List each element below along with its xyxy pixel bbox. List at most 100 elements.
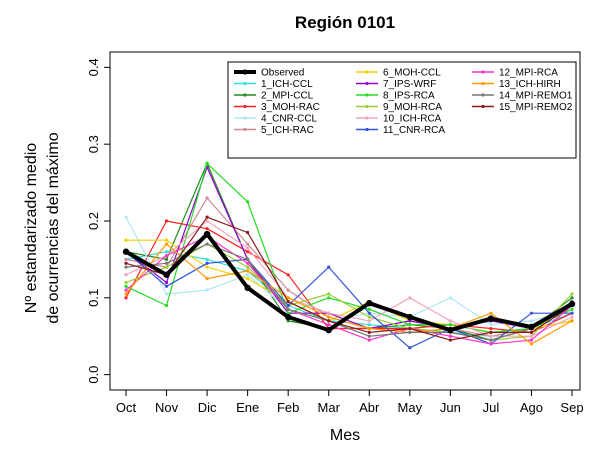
data-point: [124, 265, 128, 269]
data-point: [367, 323, 371, 327]
x-tick-label: Abr: [359, 400, 380, 415]
legend-item: 13_ICH-HIRH: [472, 79, 561, 90]
data-point: [529, 334, 534, 338]
data-point: [286, 288, 290, 292]
data-point: [447, 326, 454, 334]
data-point: [164, 261, 169, 265]
y-axis-title-line-1: Nº estandarizado medio: [23, 143, 40, 313]
legend-label: 13_ICH-HIRH: [499, 79, 561, 90]
x-tick-label: Dic: [198, 400, 217, 415]
legend-item: 7_IPS-WRF: [356, 79, 436, 90]
legend-marker: [481, 81, 485, 86]
y-tick-label: 0.1: [86, 289, 101, 307]
data-point: [408, 330, 412, 334]
data-point: [327, 319, 331, 323]
series-line: [125, 162, 573, 333]
data-point: [529, 338, 534, 342]
data-point: [327, 265, 331, 269]
legend: Observed1_ICH-CCL2_MPI-CCL3_MOH-RAC4_CNR…: [227, 61, 577, 159]
data-point: [408, 296, 412, 300]
y-tick-label: 0.2: [86, 212, 101, 230]
data-point: [408, 346, 412, 350]
legend-marker: [365, 81, 369, 86]
data-point: [366, 299, 373, 307]
data-point: [164, 303, 169, 308]
data-point: [489, 311, 493, 315]
legend-label: 14_MPI-REMO1: [499, 91, 573, 102]
data-point: [367, 338, 371, 342]
legend-marker: [365, 127, 369, 132]
x-tick-label: Mar: [318, 400, 341, 415]
x-tick-label: Feb: [277, 400, 299, 415]
data-point: [124, 296, 128, 300]
data-point: [528, 323, 535, 331]
data-point: [487, 315, 495, 322]
x-tick-label: Ene: [236, 400, 259, 415]
y-axis: 0.0 0.1 0.2 0.3 0.4: [86, 58, 110, 384]
legend-marker: [242, 69, 248, 75]
legend-label: 11_CNR-RCA: [383, 125, 445, 136]
data-point: [448, 338, 452, 342]
data-point: [286, 296, 290, 300]
x-tick-label: Sep: [560, 400, 583, 415]
legend-label: Observed: [261, 68, 304, 79]
legend-marker: [481, 104, 485, 109]
legend-label: 4_CNR-CCL: [261, 114, 318, 125]
x-tick-label: May: [398, 400, 423, 415]
data-point: [246, 200, 250, 204]
data-point: [246, 250, 250, 254]
data-point: [163, 271, 170, 278]
data-point: [529, 330, 534, 334]
legend-label: 10_ICH-RCA: [383, 114, 442, 125]
x-tick-label: Jul: [483, 400, 500, 415]
data-point: [367, 307, 371, 311]
x-tick-label: Nov: [155, 400, 179, 415]
data-point: [246, 257, 250, 262]
legend-item: 3_MOH-RAC: [234, 102, 320, 113]
data-point: [327, 296, 331, 300]
legend-marker: [365, 116, 369, 120]
legend-label: 5_ICH-RAC: [261, 125, 314, 136]
data-point: [164, 219, 169, 223]
data-point: [164, 292, 169, 296]
legend-item: 10_ICH-RCA: [356, 114, 442, 125]
data-point: [489, 342, 493, 346]
y-axis-title-line-2: de ocurrencias del máximo: [45, 132, 62, 323]
data-point: [164, 257, 169, 262]
data-point: [124, 257, 128, 262]
data-point: [205, 277, 209, 281]
series-line: [125, 216, 573, 341]
data-point: [570, 292, 574, 296]
legend-label: 8_IPS-RCA: [383, 91, 435, 102]
x-tick-label: Jun: [440, 400, 461, 415]
data-point: [246, 242, 250, 246]
data-point: [205, 161, 209, 165]
y-tick-label: 0.3: [86, 135, 101, 153]
legend-item: Observed: [234, 68, 304, 79]
data-point: [570, 311, 574, 315]
y-axis-title: Nº estandarizado medio de ocurrencias de…: [23, 132, 62, 323]
series-observed: [122, 230, 576, 334]
data-point: [367, 315, 371, 319]
data-point: [246, 261, 250, 265]
data-point: [124, 238, 128, 242]
legend-item: 15_MPI-REMO2: [472, 102, 573, 113]
legend-label: 9_MOH-RCA: [383, 102, 442, 113]
data-point: [529, 342, 534, 346]
data-point: [406, 313, 414, 321]
data-point: [367, 319, 371, 323]
data-point: [205, 242, 209, 246]
legend-marker: [243, 127, 247, 132]
data-point: [367, 334, 371, 338]
x-tick-label: Oct: [116, 400, 137, 415]
legend-label: 1_ICH-CCL: [261, 79, 313, 90]
data-point: [124, 280, 128, 285]
data-point: [489, 334, 493, 338]
legend-marker: [243, 104, 247, 109]
legend-item: 9_MOH-RCA: [356, 102, 442, 113]
data-point: [286, 307, 290, 311]
data-point: [327, 323, 331, 327]
data-point: [568, 300, 576, 308]
data-point: [124, 284, 128, 288]
